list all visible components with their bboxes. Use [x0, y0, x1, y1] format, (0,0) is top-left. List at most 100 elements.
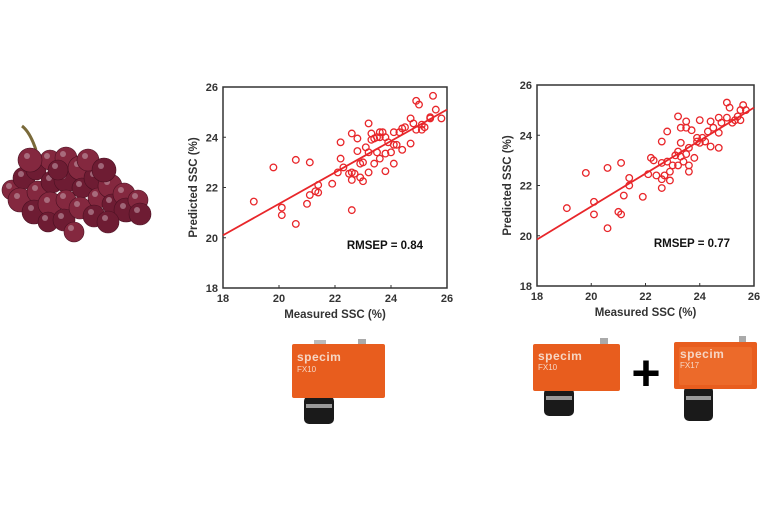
data-point [291, 155, 300, 164]
data-point [314, 181, 323, 189]
scatter-chart-fx10: 18 20 22 24 26 18 20 22 24 26 Measured SSC (%) Pred… [188, 82, 453, 321]
data-point [347, 206, 356, 215]
plus-sign: + [631, 345, 660, 401]
data-point [619, 191, 628, 200]
data-point [663, 157, 672, 166]
data-point [353, 134, 362, 143]
y-axis-label: Predicted SSC (%) [502, 135, 514, 235]
grape-berry [17, 147, 43, 173]
grape-berry [47, 159, 69, 181]
y-tick-label: 20 [520, 231, 532, 243]
data-point [381, 167, 390, 176]
data-point [581, 168, 590, 177]
data-point [277, 203, 286, 212]
data-point [381, 149, 390, 158]
data-point [339, 163, 348, 172]
data-point [364, 148, 373, 157]
camera-fx17-image: specim FX17 [674, 336, 757, 421]
y-tick-label: 18 [520, 281, 532, 293]
grape-berry [128, 202, 152, 226]
x-tick-label: 18 [217, 293, 229, 305]
x-tick-label: 26 [748, 291, 760, 303]
y-axis-label: Predicted SSC (%) [188, 137, 200, 237]
x-tick-label: 22 [329, 293, 341, 305]
y-tick-label: 26 [520, 80, 532, 92]
x-tick-label: 24 [385, 293, 398, 305]
data-point [638, 192, 647, 201]
data-point [657, 137, 666, 146]
data-point [291, 219, 300, 228]
data-point [676, 123, 685, 132]
x-tick-label: 26 [441, 293, 453, 305]
data-point [717, 118, 726, 127]
camera-brand-label: specim [297, 350, 341, 364]
data-point [649, 156, 658, 165]
data-point [359, 177, 367, 186]
x-axis-label: Measured SSC (%) [284, 309, 386, 321]
data-point [706, 142, 715, 151]
y-tick-label: 18 [206, 283, 218, 295]
data-point [305, 158, 314, 167]
plot-area [222, 86, 448, 289]
data-point [562, 204, 571, 213]
camera-model-label: FX17 [680, 361, 700, 370]
data-point [679, 157, 688, 166]
data-point [682, 150, 691, 159]
data-point [657, 158, 666, 167]
data-point [725, 103, 734, 112]
data-point [644, 170, 653, 179]
data-point [303, 199, 311, 208]
data-point [660, 171, 669, 180]
rmsep-annotation: RMSEP = 0.77 [654, 238, 730, 250]
data-point [347, 176, 356, 184]
data-point [687, 126, 696, 135]
rmsep-annotation: RMSEP = 0.84 [347, 240, 424, 252]
y-tick-label: 24 [520, 130, 533, 142]
y-tick-label: 26 [206, 82, 218, 94]
grape-berry [96, 210, 120, 234]
data-point [269, 163, 278, 172]
data-point [703, 127, 712, 136]
data-point [706, 117, 715, 126]
data-point [350, 169, 359, 178]
data-point [674, 112, 682, 121]
data-point [625, 181, 634, 190]
data-point [420, 123, 429, 132]
x-tick-label: 18 [531, 291, 543, 303]
data-point [437, 114, 446, 123]
data-point [347, 129, 356, 138]
data-point [690, 153, 699, 162]
data-point [364, 168, 373, 177]
data-point [714, 128, 723, 137]
data-point [617, 158, 626, 167]
camera-fx10-image: specim FX10 [533, 338, 620, 416]
data-point [336, 154, 345, 163]
data-point [409, 119, 418, 128]
data-point [663, 127, 672, 136]
data-point [353, 147, 362, 156]
camera-fx10-image: specim FX10 [292, 339, 385, 424]
x-axis-label: Measured SSC (%) [595, 307, 697, 319]
data-point [668, 161, 677, 170]
y-tick-label: 22 [520, 181, 532, 193]
data-point [375, 154, 384, 163]
x-tick-label: 20 [273, 293, 285, 305]
data-point [426, 113, 435, 122]
data-point [389, 128, 398, 137]
data-point [359, 158, 367, 167]
x-tick-label: 20 [585, 291, 597, 303]
scatter-chart-fx10-fx17: 18 20 22 24 26 18 20 22 24 26 Measured SSC (%) Pred… [502, 80, 760, 319]
plot-area [536, 84, 755, 287]
data-point [722, 113, 731, 122]
data-point [741, 106, 750, 115]
data-point [684, 143, 693, 152]
y-tick-label: 20 [206, 233, 218, 245]
data-point [364, 119, 373, 128]
data-point [665, 176, 674, 185]
data-point [665, 167, 674, 176]
data-point [389, 159, 398, 168]
data-point [431, 105, 440, 114]
data-point [333, 168, 342, 177]
data-point [389, 140, 398, 149]
